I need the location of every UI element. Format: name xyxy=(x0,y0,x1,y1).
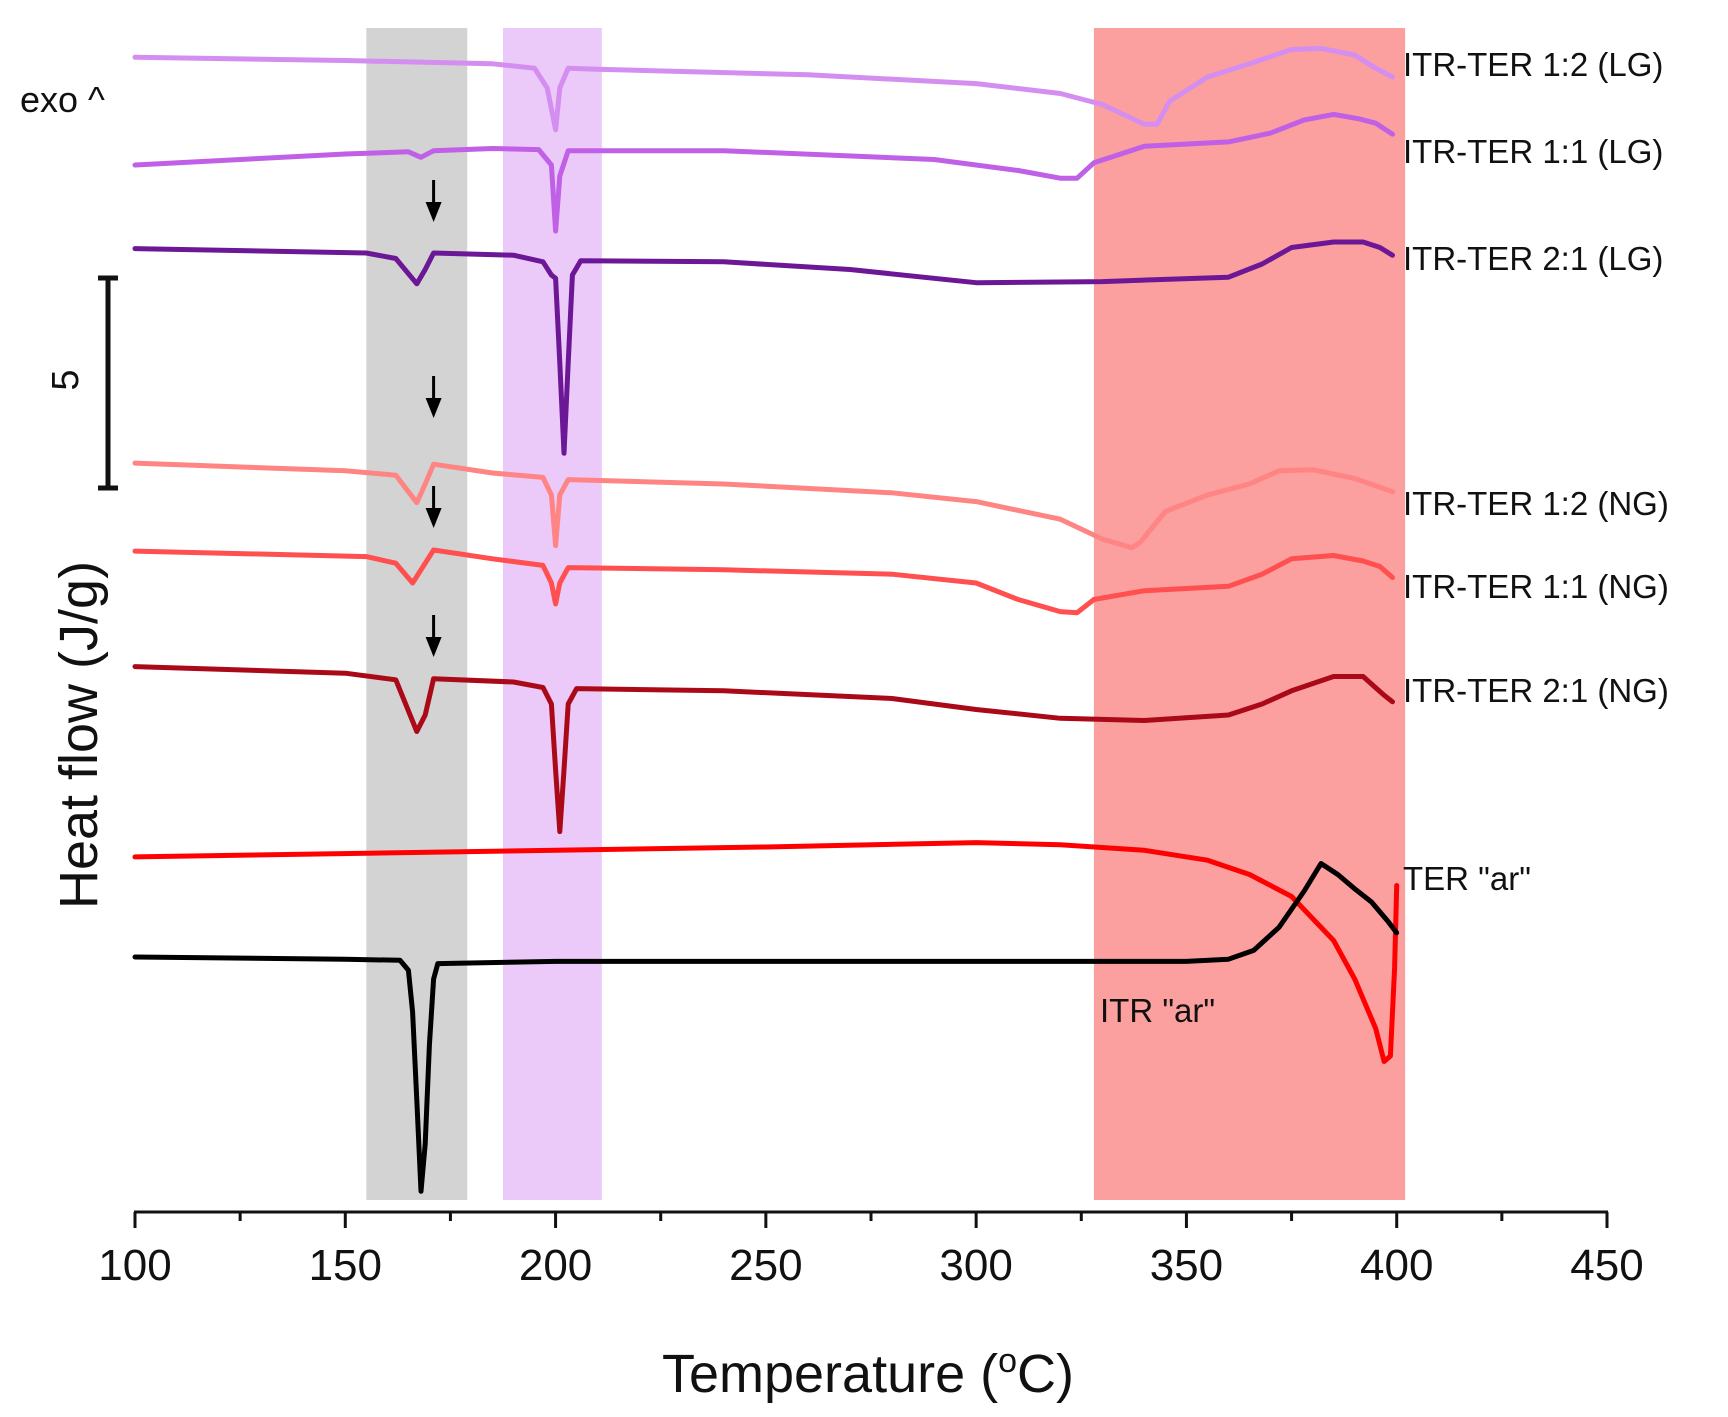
series-group xyxy=(132,45,1400,1194)
x-tick-label: 200 xyxy=(519,1241,592,1290)
series-labels: ITR-TER 1:2 (LG) ITR-TER 1:1 (LG) ITR-TER … xyxy=(1100,46,1669,1029)
grey-band xyxy=(366,28,468,1200)
series-label-2: ITR-TER 2:1 (LG) xyxy=(1403,240,1663,277)
series-line-1 xyxy=(132,111,1395,234)
x-tick-label: 250 xyxy=(729,1241,802,1290)
arrow-head-2 xyxy=(425,508,442,528)
x-axis-title-unit: C) xyxy=(1017,1344,1074,1404)
series-label-5: ITR-TER 2:1 (NG) xyxy=(1403,672,1669,709)
exo-label: exo ^ xyxy=(20,79,105,120)
series-label-7: ITR "ar" xyxy=(1100,992,1215,1029)
x-tick-label: 100 xyxy=(98,1241,171,1290)
x-tick-label: 450 xyxy=(1570,1241,1643,1290)
x-tick-label: 400 xyxy=(1360,1241,1433,1290)
series-label-6: TER "ar" xyxy=(1403,860,1531,897)
x-axis-title: Temperature (oC) xyxy=(662,1342,1074,1404)
series-line-2 xyxy=(132,239,1395,456)
series-label-0: ITR-TER 1:2 (LG) xyxy=(1403,46,1663,83)
series-line-3 xyxy=(132,460,1395,551)
series-label-3: ITR-TER 1:2 (NG) xyxy=(1403,485,1669,522)
series-line-0 xyxy=(132,45,1395,133)
x-axis-title-main: Temperature ( xyxy=(662,1344,998,1404)
arrow-head-0 xyxy=(425,202,442,222)
x-axis-title-sup: o xyxy=(998,1342,1017,1380)
series-line-5 xyxy=(132,664,1395,835)
arrow-markers xyxy=(425,180,442,657)
x-tick-label: 350 xyxy=(1150,1241,1223,1290)
arrow-head-1 xyxy=(425,398,442,418)
shaded-bands xyxy=(366,28,1406,1200)
x-tick-label: 150 xyxy=(309,1241,382,1290)
x-axis: 100 150 200 250 300 350 400 450 xyxy=(98,1210,1644,1290)
x-tick-label: 300 xyxy=(939,1241,1012,1290)
series-line-7 xyxy=(132,861,1400,1194)
series-label-1: ITR-TER 1:1 (LG) xyxy=(1403,133,1663,170)
series-line-6 xyxy=(132,840,1400,1064)
arrow-head-3 xyxy=(425,637,442,657)
series-line-4 xyxy=(132,547,1395,616)
y-axis-title: Heat flow (J/g) xyxy=(49,561,109,909)
violet-band xyxy=(503,28,602,1200)
red-band xyxy=(1093,28,1406,1200)
scale-bar-label: 5 xyxy=(45,369,87,390)
series-label-4: ITR-TER 1:1 (NG) xyxy=(1403,568,1669,605)
